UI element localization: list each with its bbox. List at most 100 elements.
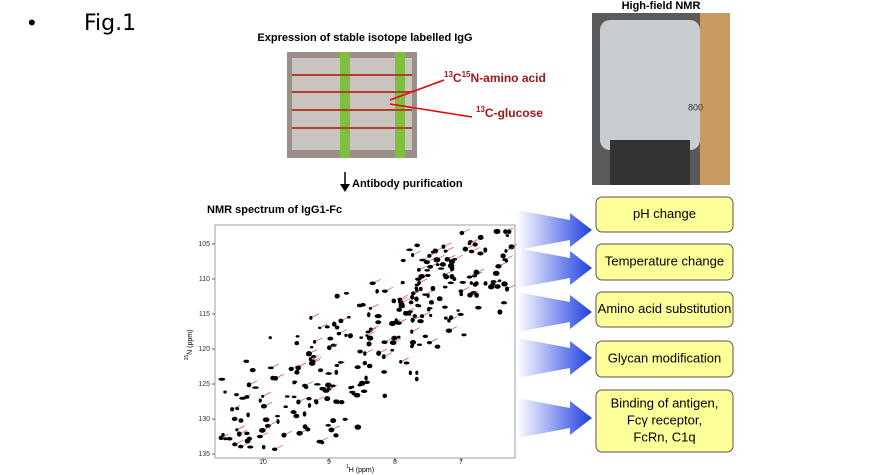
- peak: [500, 301, 508, 305]
- peak: [422, 293, 428, 296]
- effect-label: Binding of antigen,: [611, 395, 719, 410]
- peak: [448, 315, 454, 320]
- peak: [381, 340, 388, 345]
- peak: [452, 276, 457, 282]
- arrow: [517, 292, 592, 332]
- y-tick-label: 120: [198, 346, 210, 353]
- arrow: [517, 248, 592, 288]
- peak: [444, 256, 451, 262]
- peak: [290, 410, 297, 415]
- peak: [293, 413, 300, 419]
- peak: [419, 314, 425, 319]
- peak: [309, 315, 313, 320]
- peak: [246, 412, 250, 418]
- peak: [381, 370, 387, 374]
- peak: [381, 354, 386, 360]
- effect-box: [595, 340, 734, 378]
- effect-label: Glycan modification: [608, 350, 721, 365]
- peak: [375, 289, 379, 294]
- peak: [427, 253, 432, 258]
- peak: [295, 335, 300, 338]
- x-tick-label: 8: [393, 459, 397, 466]
- peak: [334, 293, 340, 299]
- peak: [502, 258, 508, 262]
- peak: [358, 380, 366, 386]
- peak: [472, 242, 478, 247]
- peak: [244, 431, 250, 436]
- peak: [325, 372, 332, 375]
- spectrum-title: NMR spectrum of IgG1-Fc: [207, 204, 342, 216]
- peak: [410, 291, 416, 296]
- peak: [326, 345, 332, 351]
- peak: [426, 307, 433, 310]
- peak: [273, 375, 279, 381]
- peak: [418, 274, 425, 279]
- peak: [497, 309, 503, 315]
- y-tick-label: 105: [198, 241, 210, 248]
- y-tick-label: 135: [198, 451, 210, 458]
- peak: [347, 333, 353, 339]
- peak: [366, 363, 373, 369]
- spectrum-x-label: 1H (ppm): [346, 464, 374, 474]
- peak: [437, 267, 445, 270]
- peak: [308, 357, 312, 362]
- peak: [218, 435, 224, 441]
- peak: [223, 390, 227, 394]
- peak: [261, 394, 265, 398]
- peak: [462, 246, 469, 252]
- effect-label: pH change: [633, 206, 696, 221]
- peak: [504, 249, 508, 253]
- peak: [436, 296, 443, 302]
- peak: [325, 424, 331, 427]
- peak: [442, 285, 448, 289]
- peak: [314, 399, 319, 405]
- peak: [443, 316, 448, 320]
- peak: [337, 361, 344, 364]
- peak: [469, 281, 473, 285]
- peak: [235, 407, 240, 411]
- peak: [500, 253, 506, 259]
- expression-title: Expression of stable isotope labelled Ig…: [257, 32, 472, 44]
- peak: [252, 386, 259, 389]
- effect-box: [595, 291, 734, 328]
- peak: [309, 345, 314, 349]
- bullet: •: [28, 10, 36, 35]
- peak: [441, 244, 446, 249]
- peak: [230, 407, 235, 412]
- y-tick-label: 125: [198, 381, 210, 388]
- peak: [226, 437, 233, 441]
- peak: [306, 397, 312, 401]
- peak: [338, 399, 345, 405]
- peak: [331, 321, 337, 327]
- peak: [243, 359, 250, 363]
- peak: [435, 263, 440, 267]
- peak: [249, 367, 256, 373]
- arrow: [517, 398, 592, 438]
- peak: [232, 442, 238, 447]
- peak: [505, 234, 510, 237]
- peak: [307, 402, 312, 408]
- peak: [390, 348, 395, 352]
- peak: [449, 266, 455, 272]
- peak: [288, 366, 294, 372]
- arrow: [517, 338, 592, 378]
- peak: [410, 343, 415, 348]
- peak: [353, 392, 361, 398]
- peak: [459, 280, 466, 284]
- peak: [430, 250, 434, 254]
- peak: [322, 388, 330, 393]
- peak: [302, 411, 307, 417]
- peak: [275, 414, 280, 418]
- peak: [495, 264, 502, 269]
- peak: [391, 298, 397, 304]
- arrow: [517, 210, 592, 250]
- peak: [364, 375, 368, 381]
- spectrum-y-label: 15N (ppm): [184, 330, 194, 361]
- peak: [327, 336, 334, 341]
- peak: [364, 380, 370, 384]
- peak: [447, 281, 454, 285]
- peak: [268, 336, 272, 340]
- peak: [256, 434, 263, 439]
- peak: [452, 257, 458, 261]
- peak: [359, 336, 364, 339]
